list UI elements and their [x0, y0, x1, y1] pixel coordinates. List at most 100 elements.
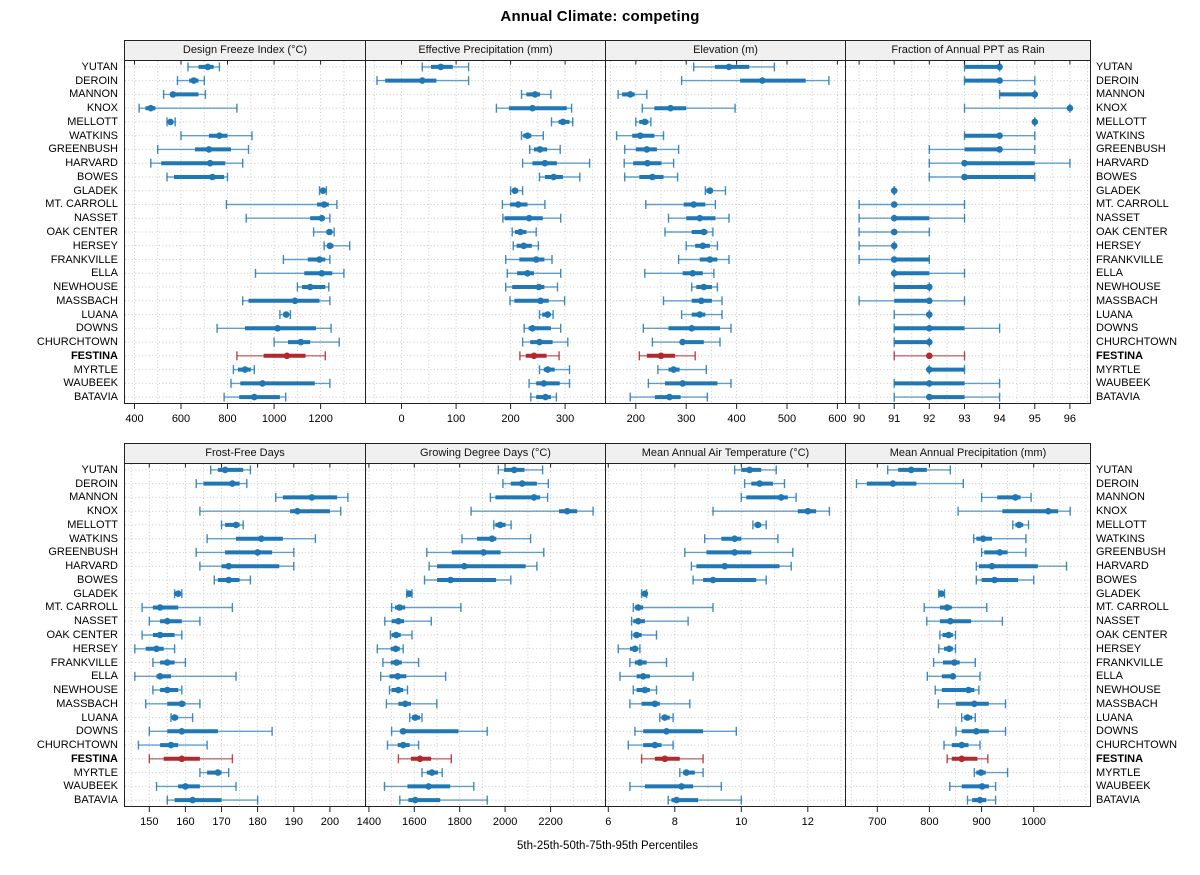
percentile-rows — [858, 62, 1074, 402]
svg-text:1000: 1000 — [1021, 816, 1045, 828]
station-label: GREENBUSH — [1096, 143, 1166, 156]
percentile-row — [501, 200, 546, 209]
percentile-row — [166, 117, 176, 127]
percentile-row — [963, 131, 1036, 141]
percentile-row — [704, 186, 727, 196]
station-label: DEROIN — [75, 74, 118, 87]
station-label: KNOX — [1096, 102, 1128, 115]
station-label: NEWHOUSE — [1096, 684, 1161, 697]
svg-text:90: 90 — [853, 413, 865, 425]
x-axis-label: 5th-25th-50th-75th-95th Percentiles — [517, 840, 698, 852]
station-label: GREENBUSH — [48, 546, 118, 559]
percentile-row — [489, 492, 549, 502]
percentile-row — [1031, 117, 1039, 127]
station-label: HARVARD — [1096, 560, 1149, 573]
percentile-row — [632, 685, 658, 695]
percentile-row — [893, 392, 1001, 402]
svg-text:1600: 1600 — [402, 816, 426, 828]
percentile-row — [858, 213, 966, 223]
station-label: FRANKVILLE — [1096, 253, 1164, 266]
percentile-row — [134, 671, 237, 681]
panel-border — [845, 60, 1091, 404]
svg-text:160: 160 — [176, 816, 194, 828]
percentile-row — [638, 351, 696, 361]
svg-text:2000: 2000 — [493, 816, 517, 828]
station-label: OAK CENTER — [46, 226, 118, 238]
station-label: MANNON — [69, 491, 118, 504]
svg-text:180: 180 — [248, 816, 266, 828]
percentile-row — [528, 378, 571, 388]
station-label: KNOX — [86, 505, 118, 518]
percentile-row — [667, 213, 730, 223]
panel-fraction-ppt-rain: Fraction of Annual PPT as Rain 90 91 92 93 9… — [845, 40, 1091, 434]
station-label: CHURCHTOWN — [36, 739, 118, 752]
station-label: WAUBEEK — [1096, 377, 1151, 390]
station-label: MYRTLE — [73, 766, 118, 779]
station-label: BOWES — [77, 170, 118, 183]
percentile-row — [858, 296, 966, 306]
percentile-row — [199, 506, 342, 516]
percentile-row — [520, 131, 545, 141]
station-label: FESTINA — [70, 752, 118, 765]
station-label: HERSEY — [72, 642, 118, 655]
percentile-row — [530, 392, 558, 402]
station-label: GLADEK — [73, 587, 118, 600]
percentile-rows — [615, 62, 830, 402]
percentile-row — [893, 337, 933, 347]
percentile-row — [521, 158, 591, 168]
station-label: MELLOTT — [67, 518, 118, 531]
svg-text:200: 200 — [501, 413, 519, 425]
svg-text:300: 300 — [556, 413, 574, 425]
percentile-plot: 150 160 170 180 190 200 — [124, 463, 367, 828]
station-label: BATAVIA — [73, 391, 118, 404]
percentile-plot: 700 800 900 1000 — [845, 463, 1091, 828]
panel-title: Fraction of Annual PPT as Rain — [845, 40, 1091, 60]
percentile-row — [963, 62, 1003, 72]
panel-title: Elevation (m) — [605, 40, 846, 60]
station-label: FRANKVILLE — [50, 253, 118, 266]
percentile-row — [220, 520, 244, 530]
percentile-row — [690, 561, 792, 571]
percentile-plot: 1400 1600 1800 2000 2200 — [357, 463, 606, 828]
percentile-row — [926, 671, 981, 681]
percentile-row — [236, 351, 327, 361]
percentile-row — [152, 658, 187, 667]
svg-text:93: 93 — [958, 413, 970, 425]
percentile-rows — [376, 62, 591, 402]
percentile-row — [141, 630, 183, 640]
percentile-rows — [376, 465, 594, 805]
percentile-row — [504, 282, 559, 292]
percentile-row — [155, 781, 237, 791]
svg-text:95: 95 — [1029, 413, 1041, 425]
percentile-row — [206, 534, 317, 544]
percentile-row — [376, 76, 470, 86]
percentile-row — [421, 62, 470, 72]
percentile-row — [550, 117, 574, 127]
percentile-row — [209, 465, 252, 475]
svg-text:0: 0 — [398, 413, 404, 425]
percentile-row — [385, 699, 438, 709]
station-label: OAK CENTER — [1096, 226, 1168, 238]
svg-text:92: 92 — [923, 413, 935, 425]
percentile-row — [617, 644, 641, 654]
percentile-row — [148, 754, 234, 764]
station-label: NASSET — [1096, 212, 1141, 225]
percentile-row — [145, 699, 201, 709]
percentile-row — [386, 740, 420, 750]
svg-text:400: 400 — [125, 413, 143, 425]
percentile-row — [752, 520, 767, 530]
percentile-row — [195, 479, 248, 489]
percentile-rows — [617, 465, 831, 805]
station-label: MASSBACH — [56, 294, 118, 307]
percentile-row — [627, 740, 674, 750]
percentile-row — [624, 172, 679, 182]
percentile-row — [199, 768, 230, 778]
svg-text:400: 400 — [727, 413, 745, 425]
percentile-row — [667, 795, 743, 805]
panel-title: Growing Degree Days (°C) — [365, 443, 606, 463]
station-label: LUANA — [81, 711, 118, 724]
svg-text:1800: 1800 — [447, 816, 471, 828]
percentile-row — [282, 255, 331, 264]
percentile-row — [629, 392, 709, 402]
percentile-row — [975, 575, 1035, 585]
